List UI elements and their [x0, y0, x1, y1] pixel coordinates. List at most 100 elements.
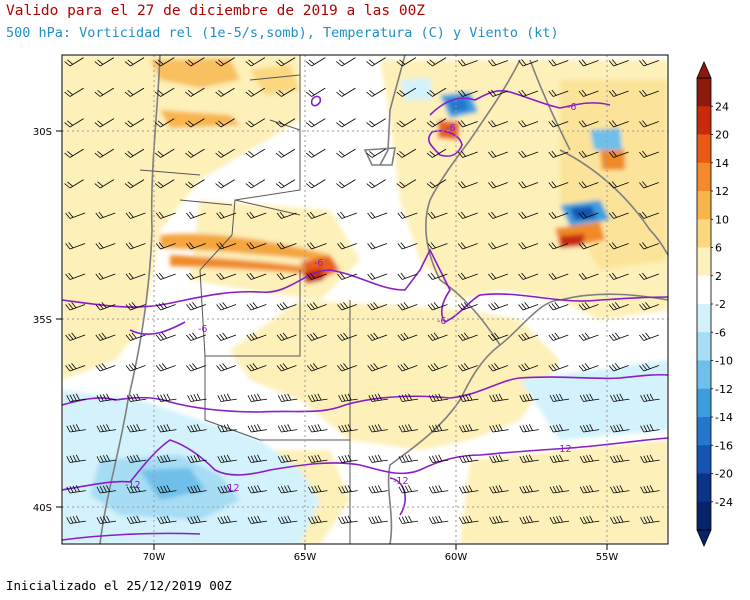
- colorbar-label: 10: [715, 213, 729, 226]
- wind-barb: [396, 179, 417, 189]
- wind-barb: [338, 485, 358, 494]
- wind-barb: [639, 272, 659, 280]
- wind-barb: [338, 393, 358, 402]
- colorbar-label: -2: [715, 298, 726, 311]
- wind-barb: [275, 57, 296, 67]
- vorticity-field: [62, 55, 690, 554]
- contour-label: -12: [393, 476, 409, 487]
- contour-label: -6: [567, 102, 576, 113]
- wind-barb: [488, 332, 508, 341]
- wind-barb: [457, 332, 478, 341]
- wind-barb: [488, 302, 508, 311]
- wind-barb: [578, 363, 599, 372]
- wind-barb: [366, 118, 386, 128]
- wind-barb: [366, 179, 386, 189]
- colorbar-label: -24: [715, 496, 733, 509]
- wind-barb: [66, 393, 86, 402]
- wind-barb: [187, 424, 207, 433]
- wind-barb: [457, 120, 478, 128]
- wind-barb: [548, 332, 569, 341]
- wind-barb: [579, 424, 600, 433]
- wind-barb: [640, 454, 660, 463]
- wind-barb: [488, 120, 508, 128]
- wind-barb: [367, 332, 388, 341]
- wind-barb: [308, 454, 328, 463]
- wind-barb: [459, 515, 479, 524]
- wind-barb: [216, 272, 237, 280]
- wind-barb: [308, 393, 328, 402]
- wind-barb: [639, 181, 659, 189]
- wind-barb: [64, 87, 84, 97]
- wind-barb: [366, 148, 386, 158]
- colorbar-swatch: [697, 275, 711, 305]
- wind-barb: [275, 179, 296, 189]
- wind-barb: [426, 57, 447, 67]
- wind-barb: [367, 211, 388, 219]
- wind-barb: [397, 242, 418, 250]
- wind-barb: [276, 302, 297, 311]
- wind-barb: [245, 179, 266, 189]
- wind-barb: [248, 546, 267, 554]
- wind-barb: [457, 89, 478, 97]
- wind-barb: [306, 363, 327, 372]
- map-subtitle: 500 hPa: Vorticidad rel (1e-5/s,somb), T…: [6, 25, 559, 41]
- wind-barb: [488, 181, 508, 189]
- wind-barb: [95, 363, 116, 372]
- wind-barb: [671, 394, 690, 402]
- colorbar: 24 20 14 12 10 6 2 -2 -6 -10 -12 -14 -16 -20 -24: [696, 61, 733, 547]
- contour-label: -6: [446, 123, 455, 134]
- wind-barb: [187, 515, 207, 524]
- wind-barb: [670, 302, 689, 310]
- wind-barb: [125, 302, 146, 311]
- wind-barb: [126, 485, 147, 494]
- wind-barb: [155, 211, 176, 219]
- colorbar-swatch: [697, 501, 711, 531]
- wind-barb: [519, 454, 539, 463]
- wind-barb: [579, 454, 600, 463]
- wind-barb: [305, 148, 326, 158]
- wind-barb: [427, 332, 448, 341]
- wind-barb: [124, 57, 145, 67]
- wind-barb: [338, 515, 358, 524]
- wind-barb: [396, 87, 417, 97]
- wind-barb: [217, 424, 237, 433]
- wind-barb: [608, 150, 629, 158]
- wind-barb: [125, 211, 146, 219]
- colorbar-label: 6: [715, 242, 722, 255]
- wind-barb: [519, 393, 539, 402]
- wind-barb: [67, 546, 86, 554]
- wind-barb: [550, 546, 569, 554]
- wind-barb: [154, 87, 175, 97]
- colorbar-swatch: [697, 360, 711, 390]
- wind-barb: [426, 87, 447, 97]
- wind-barb: [336, 87, 356, 97]
- wind-barb: [640, 393, 660, 402]
- wind-barb: [94, 148, 115, 158]
- wind-barb: [459, 393, 479, 402]
- wind-barb: [155, 272, 176, 280]
- colorbar-label: -20: [715, 468, 733, 481]
- wind-barb: [579, 485, 600, 494]
- wind-barb: [276, 332, 297, 341]
- wind-barb: [578, 59, 599, 67]
- wind-barb: [670, 333, 689, 341]
- wind-barb: [578, 89, 599, 97]
- wind-barb: [397, 272, 418, 280]
- wind-barb: [608, 332, 629, 341]
- wind-barb: [65, 363, 86, 372]
- wind-barb: [96, 393, 117, 402]
- wind-barb: [125, 363, 146, 372]
- wind-barb: [457, 211, 478, 219]
- wind-barb: [457, 59, 478, 67]
- wind-barb: [215, 87, 235, 97]
- wind-barb: [398, 454, 419, 463]
- wind-barb: [608, 211, 629, 219]
- wind-barb: [367, 242, 388, 250]
- wind-barb: [640, 424, 660, 433]
- wind-barb: [217, 393, 237, 402]
- wind-barb: [245, 87, 266, 97]
- wind-barb: [276, 272, 297, 280]
- wind-barb: [548, 363, 569, 372]
- wind-barb: [608, 302, 629, 311]
